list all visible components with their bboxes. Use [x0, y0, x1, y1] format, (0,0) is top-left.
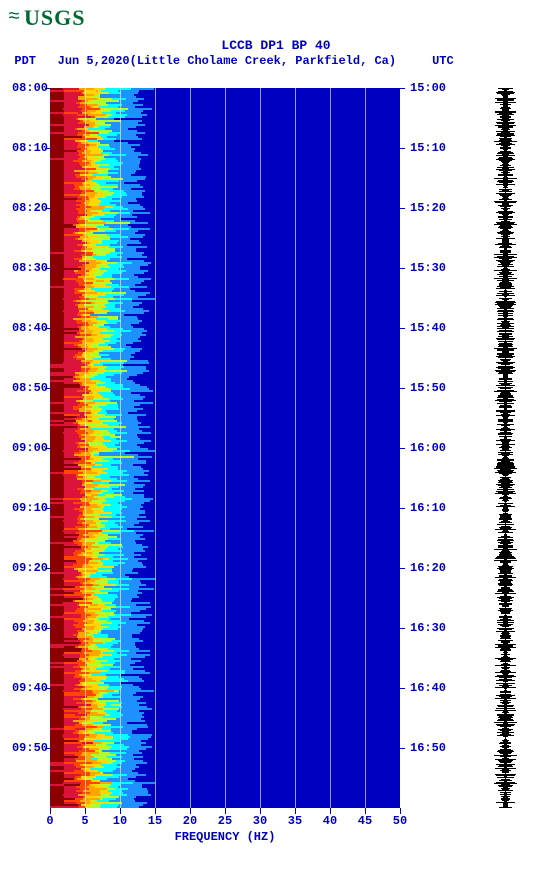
x-tick-label: 30 [253, 814, 267, 828]
y-tick-mark-right [400, 148, 405, 149]
logo-text: USGS [24, 5, 85, 31]
y-tick-label-left: 08:50 [12, 381, 48, 395]
gridline [155, 88, 156, 808]
y-tick-label-left: 09:30 [12, 621, 48, 635]
x-tick-label: 45 [358, 814, 372, 828]
y-tick-label-left: 08:20 [12, 201, 48, 215]
y-tick-label-right: 15:50 [410, 381, 446, 395]
y-tick-label-left: 09:50 [12, 741, 48, 755]
x-tick-label: 40 [323, 814, 337, 828]
utc-label: UTC [432, 54, 454, 68]
y-tick-label-left: 09:00 [12, 441, 48, 455]
x-tick-label: 20 [183, 814, 197, 828]
y-tick-label-left: 08:40 [12, 321, 48, 335]
y-tick-label-right: 16:40 [410, 681, 446, 695]
y-tick-label-right: 16:50 [410, 741, 446, 755]
x-tick-label: 50 [393, 814, 407, 828]
y-tick-label-left: 09:10 [12, 501, 48, 515]
y-tick-label-right: 16:20 [410, 561, 446, 575]
x-tick-label: 35 [288, 814, 302, 828]
y-tick-label-right: 15:20 [410, 201, 446, 215]
y-tick-label-right: 16:30 [410, 621, 446, 635]
y-tick-mark-right [400, 208, 405, 209]
gridline [330, 88, 331, 808]
x-axis-label: FREQUENCY (HZ) [50, 830, 400, 844]
gridline [120, 88, 121, 808]
x-tick-label: 25 [218, 814, 232, 828]
gridline [85, 88, 86, 808]
y-tick-mark-right [400, 388, 405, 389]
spectrogram-plot [50, 88, 400, 808]
x-tick-label: 5 [81, 814, 88, 828]
gridline [225, 88, 226, 808]
y-tick-label-right: 16:00 [410, 441, 446, 455]
y-tick-mark-right [400, 748, 405, 749]
y-tick-mark-right [400, 628, 405, 629]
x-tick-label: 15 [148, 814, 162, 828]
y-tick-mark-right [400, 688, 405, 689]
chart-subtitle: PDT Jun 5,2020(Little Cholame Creek, Par… [0, 54, 552, 68]
x-tick-label: 10 [113, 814, 127, 828]
gridline [365, 88, 366, 808]
chart-title: LCCB DP1 BP 40 [0, 38, 552, 53]
pdt-label: PDT [14, 54, 36, 68]
y-tick-label-right: 15:30 [410, 261, 446, 275]
gridline [295, 88, 296, 808]
y-tick-label-right: 15:40 [410, 321, 446, 335]
y-tick-mark-right [400, 568, 405, 569]
y-tick-mark-right [400, 328, 405, 329]
y-tick-mark-right [400, 88, 405, 89]
seismogram-trace [490, 88, 520, 808]
y-tick-label-left: 09:20 [12, 561, 48, 575]
date-label: Jun 5,2020 [58, 54, 130, 68]
logo-wave-icon: ≈ [8, 8, 20, 28]
y-tick-label-right: 15:10 [410, 141, 446, 155]
y-tick-label-right: 16:10 [410, 501, 446, 515]
y-tick-mark-right [400, 448, 405, 449]
usgs-logo: ≈ USGS [8, 5, 86, 31]
y-tick-label-right: 15:00 [410, 81, 446, 95]
y-tick-label-left: 08:10 [12, 141, 48, 155]
x-tick-label: 0 [46, 814, 53, 828]
y-tick-mark-right [400, 268, 405, 269]
y-tick-label-left: 09:40 [12, 681, 48, 695]
y-tick-label-left: 08:30 [12, 261, 48, 275]
y-tick-label-left: 08:00 [12, 81, 48, 95]
gridline [190, 88, 191, 808]
gridline [260, 88, 261, 808]
location-label: (Little Cholame Creek, Parkfield, Ca) [130, 54, 396, 68]
y-tick-mark-right [400, 508, 405, 509]
